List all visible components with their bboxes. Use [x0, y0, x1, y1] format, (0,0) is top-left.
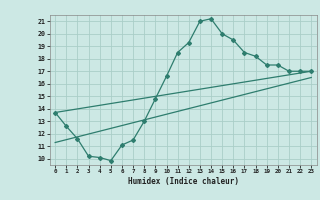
X-axis label: Humidex (Indice chaleur): Humidex (Indice chaleur): [128, 177, 239, 186]
